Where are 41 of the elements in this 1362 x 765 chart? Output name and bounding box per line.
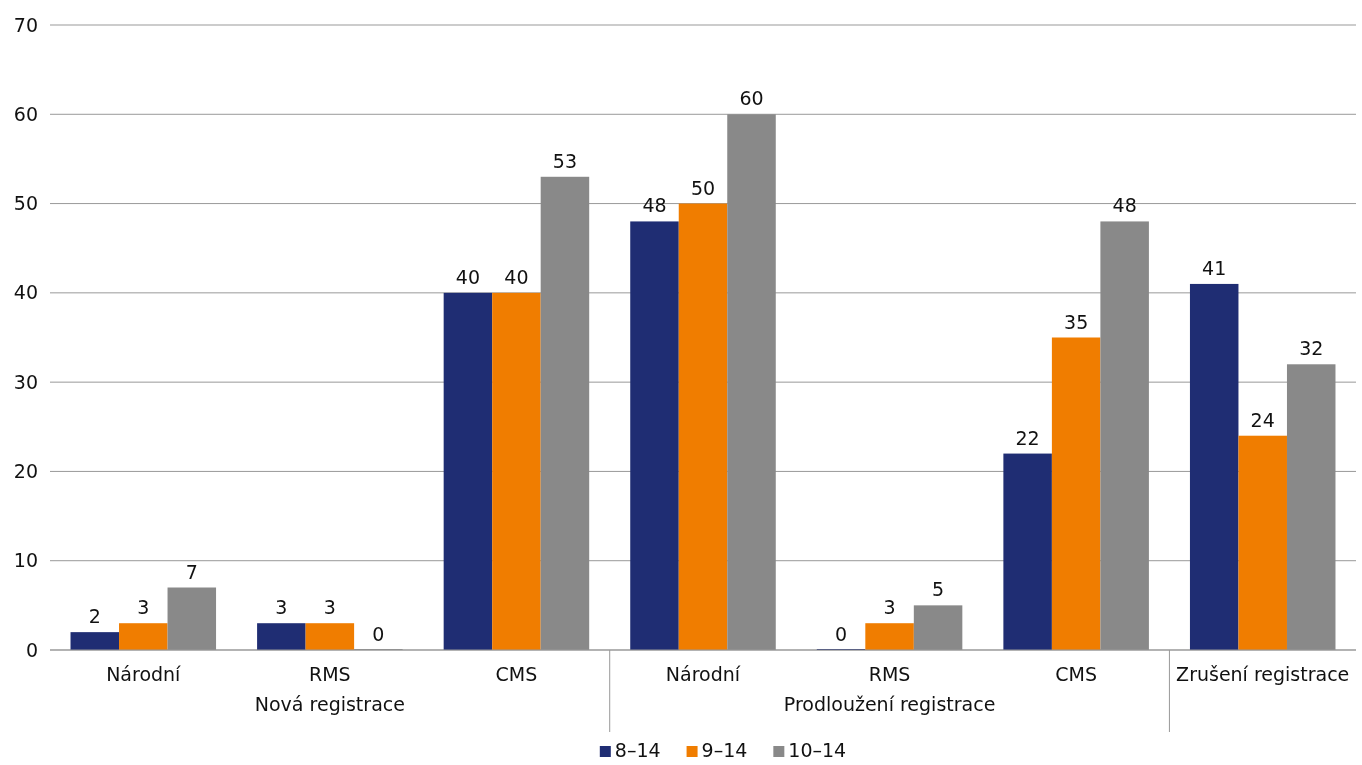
legend-label: 8–14	[614, 739, 661, 761]
y-tick-label: 30	[13, 370, 38, 393]
data-label: 3	[275, 596, 288, 619]
x-tick-label: Národní	[665, 663, 741, 685]
data-label: 53	[552, 149, 578, 172]
y-tick-label: 40	[13, 281, 38, 304]
y-tick-label: 0	[25, 638, 38, 661]
data-label: 32	[1299, 337, 1324, 360]
data-label: 41	[1202, 256, 1227, 279]
data-label: 0	[835, 623, 848, 645]
data-label: 40	[455, 265, 481, 288]
data-label: 5	[932, 578, 945, 601]
data-label: 24	[1250, 408, 1275, 431]
data-label: 48	[1112, 194, 1137, 217]
x-tick-label: RMS	[309, 663, 351, 685]
data-label: 0	[372, 623, 385, 645]
data-label: 48	[642, 194, 667, 217]
x-tick-label: Národní	[106, 663, 182, 685]
y-tick-label: 50	[13, 192, 38, 215]
data-label: 2	[88, 605, 101, 628]
legend-label: 9–14	[701, 739, 748, 761]
y-tick-label: 70	[13, 13, 38, 36]
data-label: 3	[323, 596, 336, 619]
text: Prodloužení registrace	[783, 693, 996, 715]
data-label: 40	[504, 265, 529, 288]
text: Nová registrace	[254, 693, 405, 715]
data-label: 3	[883, 596, 896, 619]
y-tick-label: 60	[13, 102, 38, 125]
y-tick-label: 10	[13, 549, 38, 572]
x-tick-label: CMS	[1055, 663, 1098, 685]
data-label: 3	[137, 596, 150, 619]
legend-label: 10–14	[788, 739, 847, 761]
data-label: 7	[185, 560, 198, 583]
data-label: 60	[739, 87, 764, 110]
x-tick-label: RMS	[868, 663, 911, 685]
data-label: 35	[1064, 310, 1089, 333]
x-tick-label: CMS	[495, 663, 538, 685]
x-tick-label: Zrušení registrace	[1176, 663, 1350, 685]
y-tick-label: 20	[13, 460, 38, 483]
data-label: 22	[1015, 426, 1040, 449]
data-label: 50	[690, 176, 716, 199]
